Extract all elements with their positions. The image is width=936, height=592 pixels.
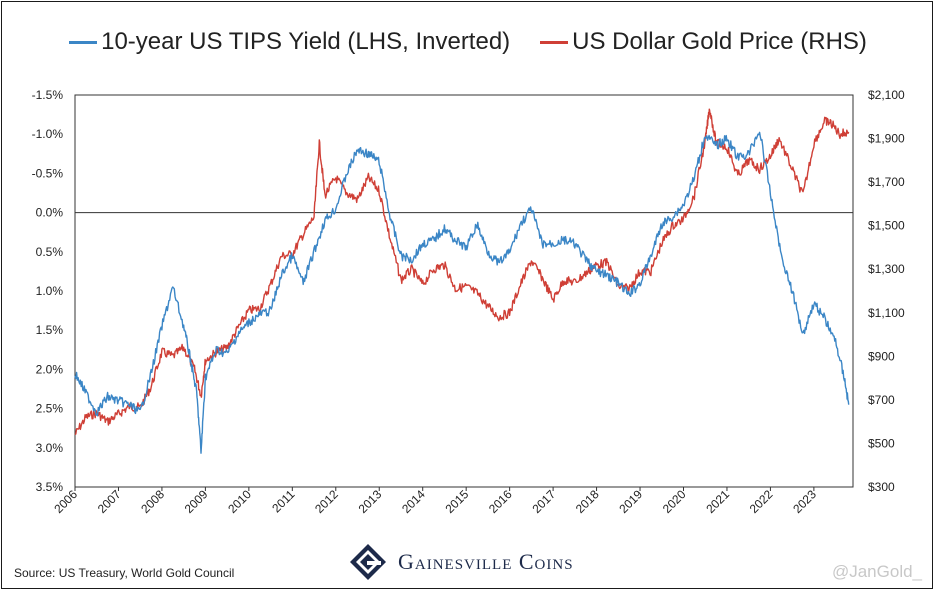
chart-legend: 10-year US TIPS Yield (LHS, Inverted) US…: [0, 24, 936, 60]
legend-swatch-tips: [69, 40, 98, 44]
x-tick-label: 2019: [616, 487, 645, 516]
left-tick-label: -0.5%: [32, 166, 64, 180]
x-tick-label: 2020: [660, 487, 689, 516]
legend-label-gold: US Dollar Gold Price (RHS): [572, 28, 867, 55]
left-tick-label: 3.5%: [36, 480, 64, 494]
right-tick-label: $1,700: [868, 175, 905, 189]
legend-item-gold: US Dollar Gold Price (RHS): [540, 24, 867, 60]
x-tick-label: 2010: [225, 487, 254, 516]
right-tick-label: $1,100: [868, 306, 905, 320]
x-tick-label: 2018: [573, 487, 602, 516]
legend-swatch-gold: [540, 40, 569, 44]
right-tick-label: $300: [868, 480, 895, 494]
x-tick-label: 2023: [790, 487, 819, 516]
left-tick-label: -1.0%: [32, 127, 64, 141]
legend-item-tips: 10-year US TIPS Yield (LHS, Inverted): [69, 24, 510, 60]
right-axis-ticks: $300 $500 $700 $900 $1,100 $1,300 $1,500 $1,700…: [868, 88, 905, 494]
right-tick-label: $1,300: [868, 262, 905, 276]
left-tick-label: 0.5%: [36, 245, 64, 259]
left-axis-ticks: -1.5% -1.0% -0.5% 0.0% 0.5% 1.0% 1.5% 2.0% 2.5% 3…: [32, 88, 64, 494]
x-tick-label: 2007: [95, 487, 124, 516]
x-tick-label: 2013: [356, 487, 385, 516]
x-tick-label: 2022: [747, 487, 776, 516]
x-tick-label: 2016: [486, 487, 515, 516]
series-line-tips: [74, 131, 850, 454]
left-tick-label: -1.5%: [32, 88, 64, 102]
right-tick-label: $1,900: [868, 132, 905, 146]
plot-area: [74, 94, 854, 488]
x-tick-label: 2014: [399, 487, 428, 516]
legend-label-tips: 10-year US TIPS Yield (LHS, Inverted): [101, 28, 511, 55]
source-note: Source: US Treasury, World Gold Council: [14, 566, 235, 580]
right-tick-label: $500: [868, 436, 895, 450]
brand-logo: Gainesville Coins: [348, 540, 574, 584]
x-tick-label: 2012: [312, 487, 341, 516]
series-line-gold: [74, 108, 850, 436]
left-tick-label: 1.5%: [36, 323, 64, 337]
plot-border: [74, 94, 854, 488]
x-tick-label: 2017: [529, 487, 558, 516]
x-tick-label: 2021: [703, 487, 732, 516]
right-tick-label: $900: [868, 349, 895, 363]
x-axis-ticks: 2006 2007 2008 2009 2010 2011 2012 2013 2014 2015…: [51, 487, 819, 516]
brand-name: Gainesville Coins: [398, 549, 574, 574]
right-tick-label: $1,500: [868, 219, 905, 233]
left-tick-label: 0.0%: [36, 206, 64, 220]
right-tick-label: $700: [868, 393, 895, 407]
left-tick-label: 2.0%: [36, 362, 64, 376]
x-tick-label: 2011: [269, 487, 297, 515]
brand-g-icon: [350, 544, 386, 580]
right-tick-label: $2,100: [868, 88, 905, 102]
x-tick-label: 2015: [443, 487, 472, 516]
left-tick-label: 3.0%: [36, 441, 64, 455]
left-tick-label: 2.5%: [36, 402, 64, 416]
x-tick-label: 2009: [182, 487, 211, 516]
watermark: @JanGold_: [831, 562, 922, 581]
left-tick-label: 1.0%: [36, 284, 64, 298]
x-tick-label: 2008: [138, 487, 167, 516]
